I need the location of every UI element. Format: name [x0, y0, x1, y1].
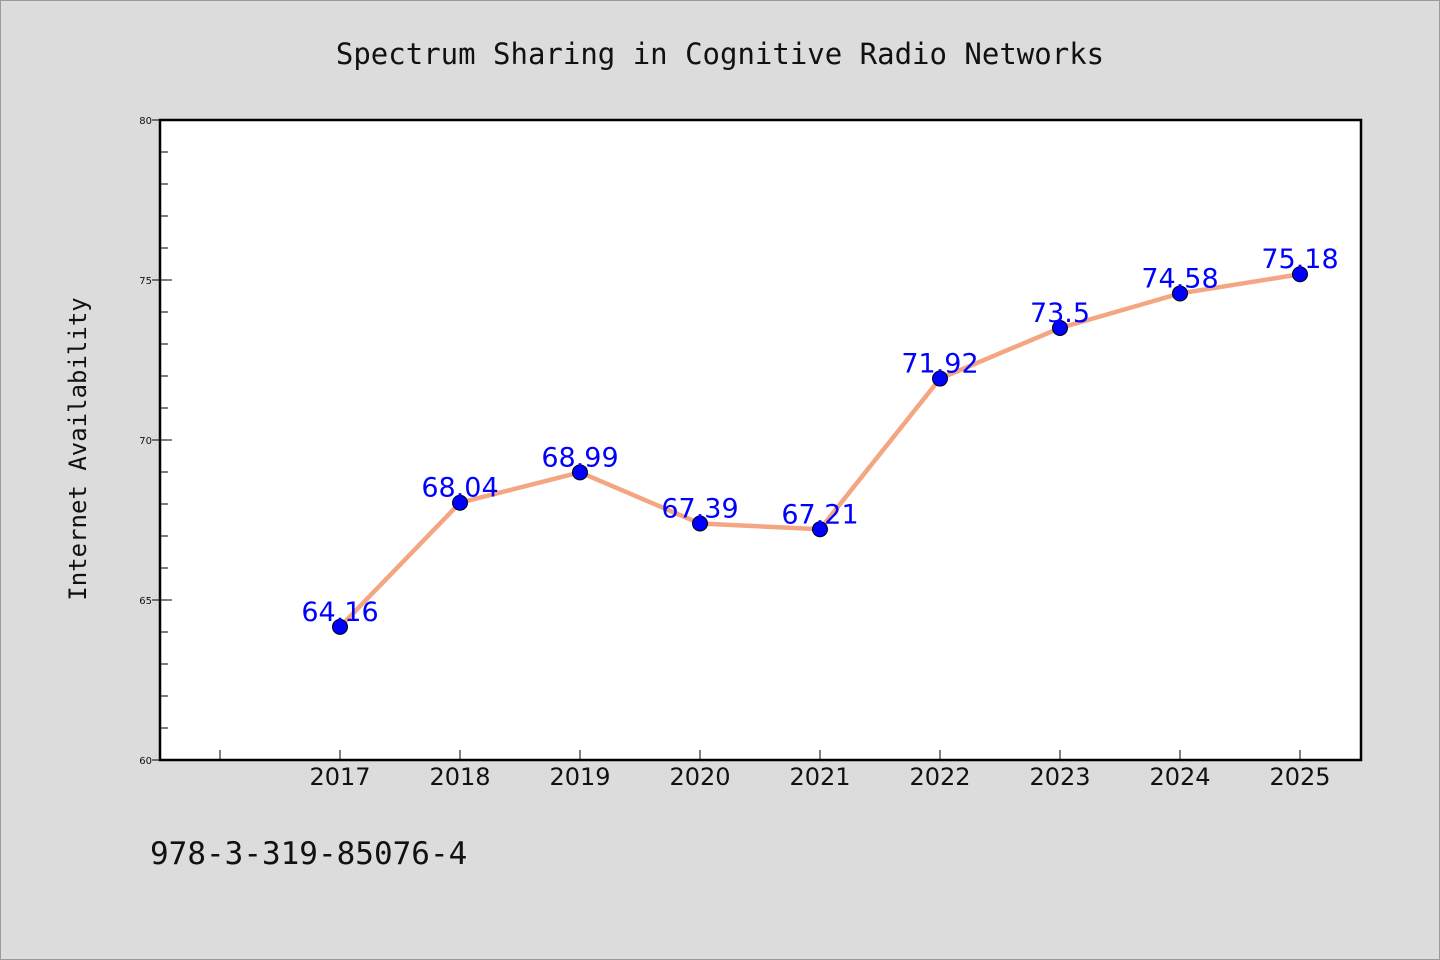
- y-tick-label: 75: [139, 276, 152, 287]
- data-label: 75.18: [1261, 244, 1338, 275]
- x-tick-label: 2025: [1269, 763, 1330, 791]
- y-tick-label: 65: [139, 596, 152, 607]
- data-label: 73.5: [1030, 298, 1090, 329]
- chart-title: Spectrum Sharing in Cognitive Radio Netw…: [336, 37, 1104, 71]
- y-tick-label: 80: [139, 116, 152, 127]
- data-label: 68.99: [541, 442, 618, 473]
- data-label: 71.92: [901, 349, 978, 380]
- data-label-group: 64.16 68.04 68.99 67.39 67.21 71.92 73.5 74.58 7…: [301, 244, 1338, 628]
- data-label: 68.04: [421, 473, 498, 504]
- data-point: [332, 618, 348, 635]
- data-point: [572, 464, 588, 481]
- y-axis-ticks: 60 65 70 75 80: [139, 116, 172, 767]
- footer-text: 978-3-319-85076-4: [150, 836, 467, 872]
- x-tick-label: 2023: [1029, 763, 1090, 791]
- data-label: 64.16: [301, 597, 378, 628]
- data-label: 74.58: [1141, 263, 1218, 294]
- y-tick-label: 60: [139, 756, 152, 767]
- data-point: [452, 494, 468, 511]
- x-tick-label: 2020: [669, 763, 730, 791]
- data-point: [1292, 266, 1308, 283]
- x-tick-label: 2017: [309, 763, 370, 791]
- x-tick-label: 2019: [549, 763, 610, 791]
- x-tick-label: 2018: [429, 763, 490, 791]
- data-point: [1172, 285, 1188, 302]
- data-label: 67.21: [781, 499, 858, 530]
- data-point: [932, 370, 948, 387]
- x-tick-label: 2022: [909, 763, 970, 791]
- data-point: [812, 521, 828, 538]
- y-minor-ticks: [160, 151, 168, 729]
- data-point: [1052, 320, 1068, 336]
- y-tick-label: 70: [139, 436, 152, 447]
- x-tick-label: 2021: [789, 763, 850, 791]
- data-point: [692, 515, 708, 532]
- data-label: 67.39: [661, 494, 738, 525]
- marker-group: [332, 266, 1308, 635]
- y-axis-label: Internet Availability: [64, 297, 92, 600]
- plot-area: [158, 118, 1363, 762]
- x-axis-ticks: 2017 2018 2019 2020 2021 2022 2023 2024 2025: [219, 750, 1331, 791]
- x-tick-label: 2024: [1149, 763, 1210, 791]
